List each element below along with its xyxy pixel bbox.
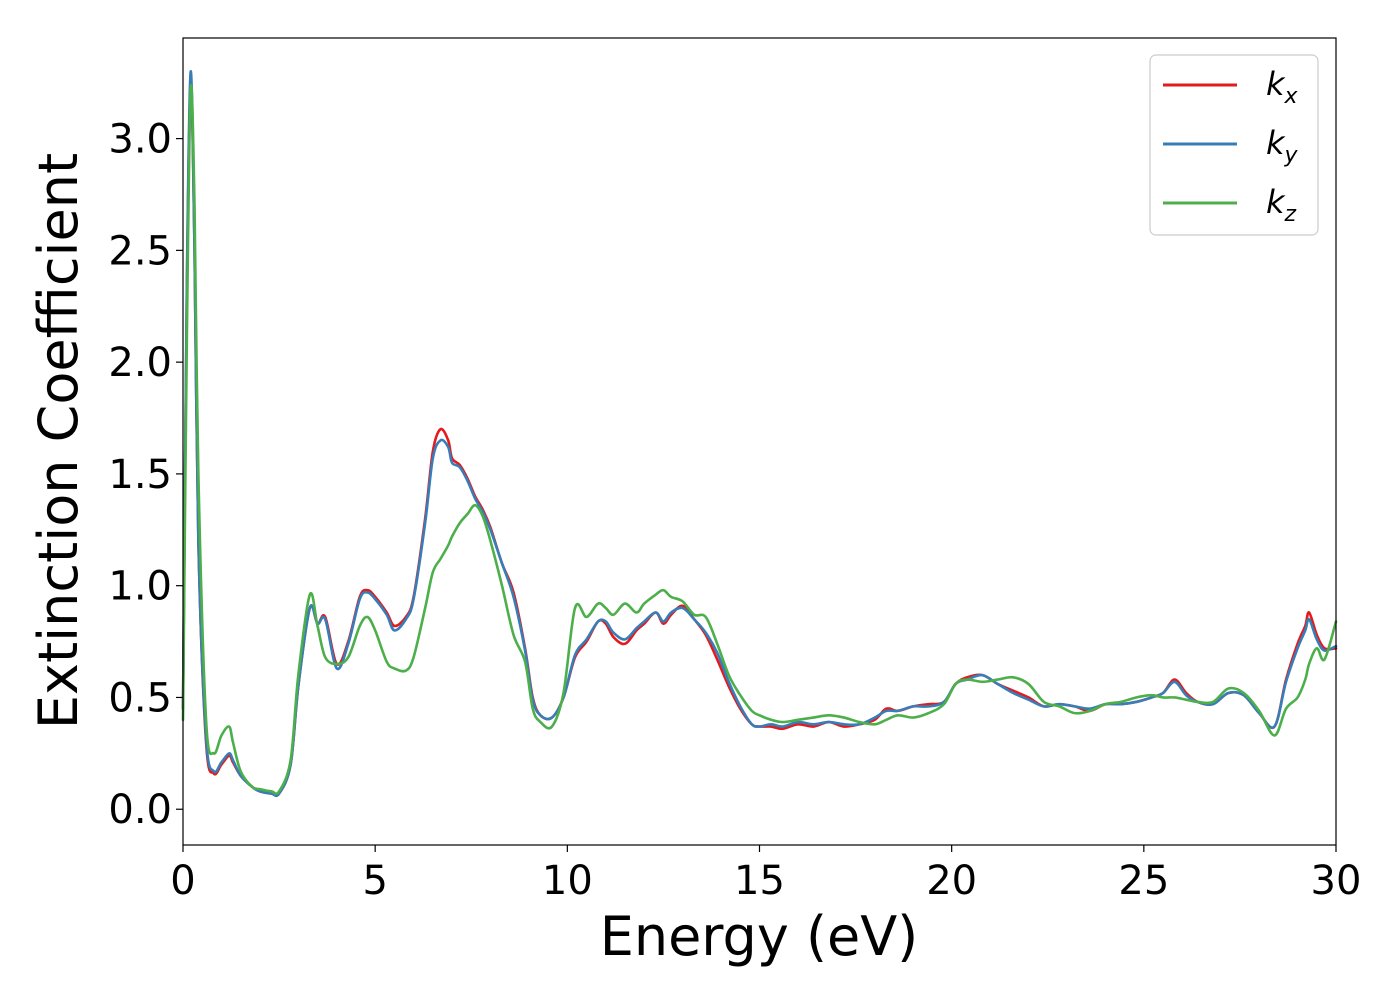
y-tick-label: 0.5 xyxy=(108,675,172,721)
x-tick-label: 10 xyxy=(542,858,593,904)
x-tick-label: 0 xyxy=(170,858,195,904)
y-tick-label: 1.5 xyxy=(108,452,172,498)
x-tick-label: 25 xyxy=(1118,858,1169,904)
series-line-kz xyxy=(181,84,1338,796)
plot-background xyxy=(183,38,1336,845)
y-axis-ticks: 0.0 0.5 1.0 1.5 2.0 2.5 3.0 xyxy=(108,117,183,833)
x-tick-label: 5 xyxy=(362,858,387,904)
y-tick-label: 2.5 xyxy=(108,228,172,274)
x-axis-title: Energy (eV) xyxy=(600,905,919,968)
y-tick-label: 0.0 xyxy=(108,787,172,833)
y-tick-label: 2.0 xyxy=(108,340,172,386)
x-tick-label: 15 xyxy=(734,858,785,904)
y-tick-label: 1.0 xyxy=(108,564,172,610)
y-axis-title: Extinction Coefficient xyxy=(27,153,90,729)
y-tick-label: 3.0 xyxy=(108,117,172,163)
series-layer xyxy=(181,70,1338,798)
x-tick-label: 30 xyxy=(1311,858,1362,904)
x-axis-ticks: 0 5 10 15 20 25 30 xyxy=(170,845,1361,904)
x-tick-label: 20 xyxy=(926,858,977,904)
